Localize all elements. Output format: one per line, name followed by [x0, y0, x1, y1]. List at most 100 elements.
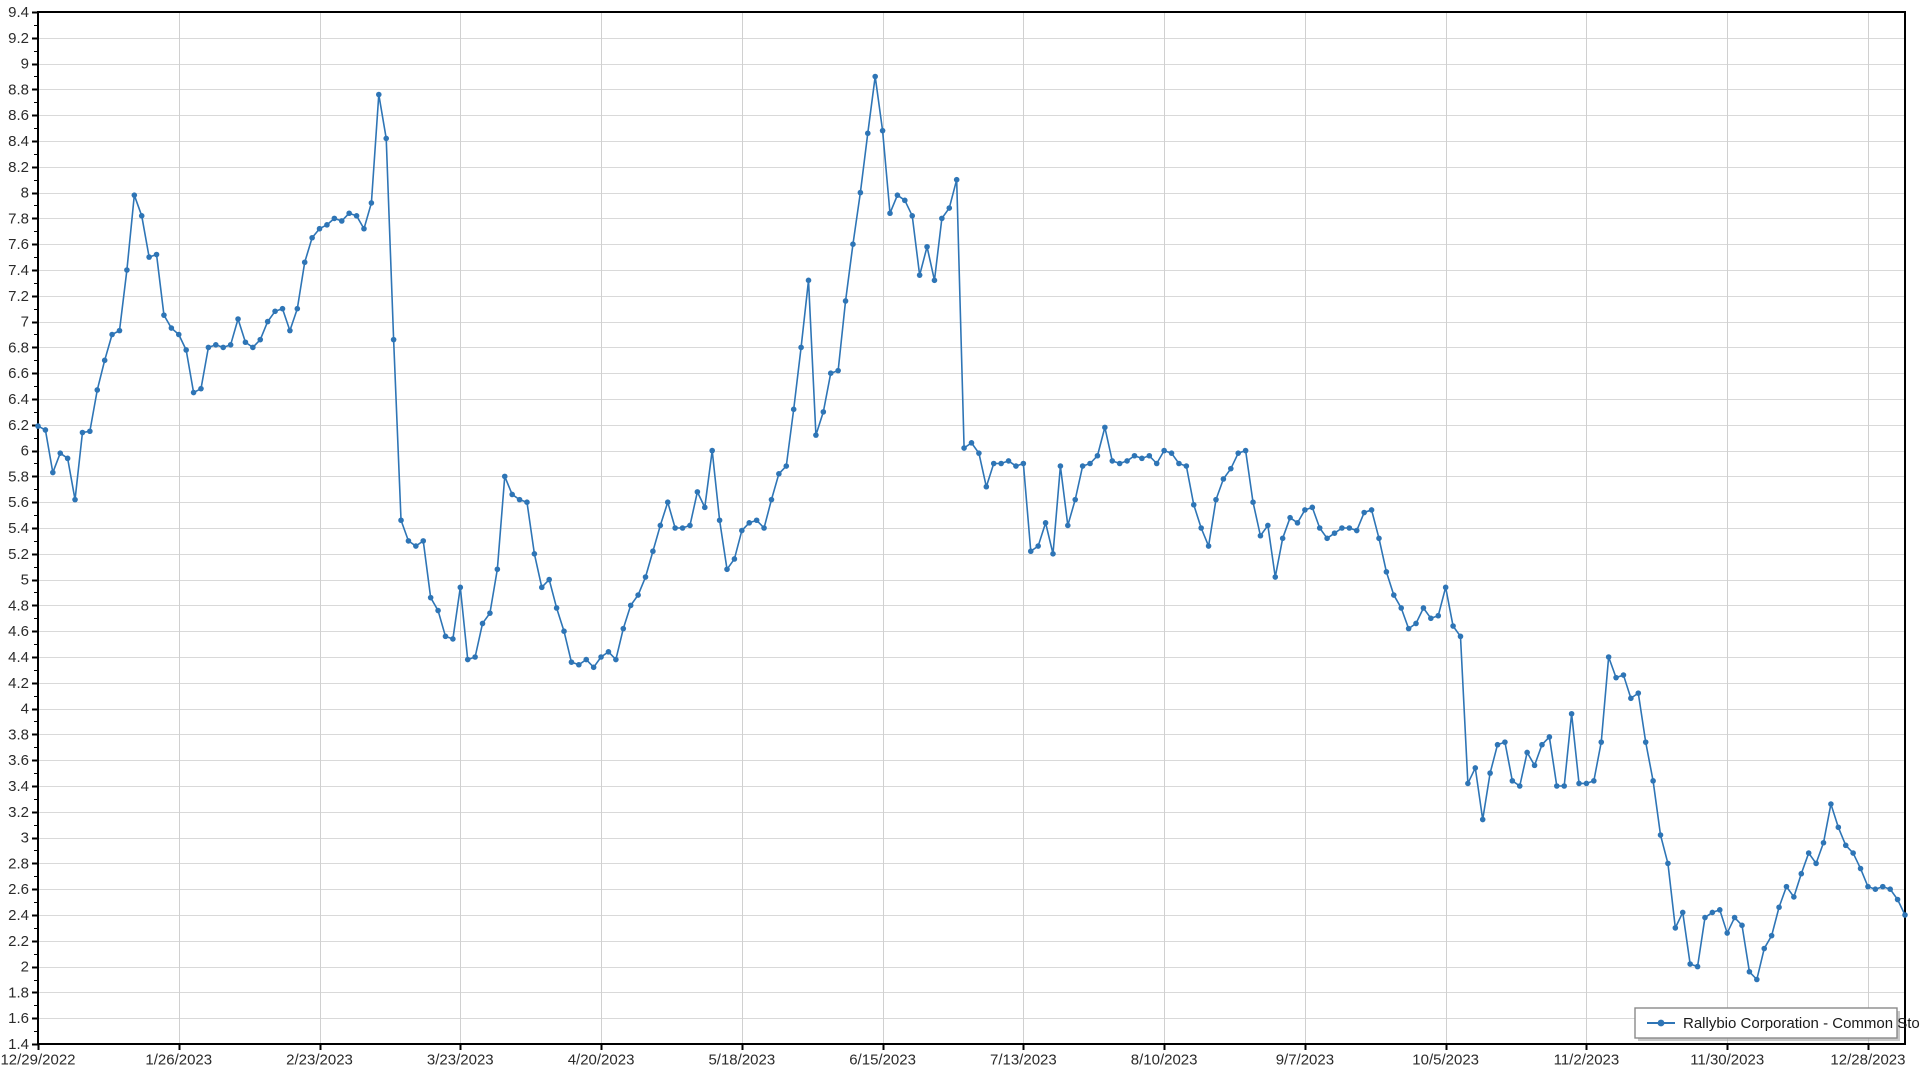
data-point[interactable] [1479, 816, 1486, 823]
data-point[interactable] [1279, 535, 1286, 542]
data-point[interactable] [1731, 914, 1738, 921]
data-point[interactable] [1205, 543, 1212, 549]
data-point[interactable] [1502, 739, 1508, 745]
data-point[interactable] [509, 491, 515, 498]
data-point[interactable] [1198, 525, 1204, 531]
data-point[interactable] [1524, 749, 1530, 756]
data-point[interactable] [1057, 463, 1064, 469]
data-point[interactable] [457, 584, 464, 591]
data-point[interactable] [1546, 734, 1553, 740]
data-point[interactable] [998, 460, 1004, 467]
data-point[interactable] [1865, 883, 1871, 890]
data-point[interactable] [1391, 592, 1397, 598]
data-point[interactable] [605, 649, 612, 655]
data-point[interactable] [472, 654, 478, 660]
data-point[interactable] [790, 406, 797, 413]
data-point[interactable] [546, 576, 552, 583]
data-point[interactable] [361, 225, 367, 232]
data-point[interactable] [709, 447, 715, 454]
data-point[interactable] [583, 656, 590, 663]
data-point[interactable] [746, 520, 753, 526]
data-point[interactable] [1228, 465, 1234, 472]
data-point[interactable] [1220, 476, 1227, 482]
data-point[interactable] [1146, 452, 1153, 459]
data-point[interactable] [531, 551, 538, 557]
data-point[interactable] [857, 189, 864, 196]
data-point[interactable] [1613, 674, 1619, 681]
data-point[interactable] [1050, 551, 1056, 557]
data-point[interactable] [479, 620, 486, 627]
data-point[interactable] [405, 538, 412, 544]
data-point[interactable] [1176, 460, 1182, 467]
data-point[interactable] [1265, 522, 1271, 529]
data-point[interactable] [1679, 909, 1686, 916]
data-point[interactable] [138, 213, 145, 219]
data-point[interactable] [146, 254, 152, 260]
data-point[interactable] [346, 210, 352, 217]
data-point[interactable] [1509, 778, 1516, 784]
data-point[interactable] [390, 336, 397, 343]
data-point[interactable] [1250, 499, 1256, 506]
data-point[interactable] [516, 496, 523, 503]
data-point[interactable] [64, 455, 71, 462]
data-point[interactable] [87, 428, 93, 435]
data-point[interactable] [57, 450, 64, 456]
data-point[interactable] [1376, 535, 1382, 542]
data-point[interactable] [1242, 447, 1249, 454]
data-point[interactable] [316, 225, 323, 232]
data-point[interactable] [450, 636, 456, 642]
data-point[interactable] [924, 243, 930, 250]
data-point[interactable] [1339, 525, 1345, 531]
data-point[interactable] [761, 525, 767, 531]
data-point[interactable] [783, 463, 790, 469]
data-point[interactable] [487, 610, 493, 616]
data-point[interactable] [887, 210, 893, 217]
data-point[interactable] [1665, 860, 1671, 867]
data-point[interactable] [568, 659, 575, 665]
data-point[interactable] [1620, 672, 1627, 678]
data-point[interactable] [627, 602, 634, 609]
data-point[interactable] [109, 331, 115, 338]
data-point[interactable] [1672, 925, 1679, 931]
data-point[interactable] [842, 298, 849, 304]
data-point[interactable] [1020, 460, 1027, 467]
data-point[interactable] [79, 429, 86, 436]
data-point[interactable] [524, 499, 530, 506]
data-point[interactable] [576, 661, 582, 668]
data-point[interactable] [1116, 460, 1123, 467]
data-point[interactable] [1828, 801, 1834, 807]
data-point[interactable] [1768, 932, 1775, 939]
data-point[interactable] [1583, 780, 1590, 787]
data-point[interactable] [1724, 930, 1730, 936]
data-point[interactable] [198, 385, 204, 392]
data-point[interactable] [1561, 783, 1567, 789]
data-point[interactable] [872, 73, 878, 80]
data-point[interactable] [1487, 770, 1493, 776]
data-point[interactable] [494, 566, 501, 573]
data-point[interactable] [427, 594, 434, 601]
data-point[interactable] [368, 200, 375, 206]
data-point[interactable] [827, 370, 834, 377]
data-point[interactable] [1754, 976, 1760, 983]
data-point[interactable] [1628, 695, 1634, 702]
data-point[interactable] [1798, 870, 1805, 877]
data-point[interactable] [183, 347, 189, 353]
data-point[interactable] [1539, 741, 1545, 748]
data-point[interactable] [909, 213, 916, 219]
data-point[interactable] [1213, 496, 1219, 503]
data-point[interactable] [324, 222, 330, 228]
data-point[interactable] [835, 367, 841, 374]
data-point[interactable] [1235, 450, 1242, 456]
data-point[interactable] [1331, 530, 1338, 536]
data-point[interactable] [376, 91, 382, 98]
data-point[interactable] [161, 312, 167, 318]
data-point[interactable] [687, 522, 693, 529]
data-point[interactable] [1131, 452, 1138, 459]
data-point[interactable] [1894, 896, 1901, 903]
data-point[interactable] [1494, 741, 1501, 748]
data-point[interactable] [1791, 894, 1797, 900]
data-point[interactable] [1353, 527, 1360, 534]
data-point[interactable] [1435, 612, 1442, 619]
data-point[interactable] [590, 664, 597, 671]
data-point[interactable] [153, 251, 160, 258]
